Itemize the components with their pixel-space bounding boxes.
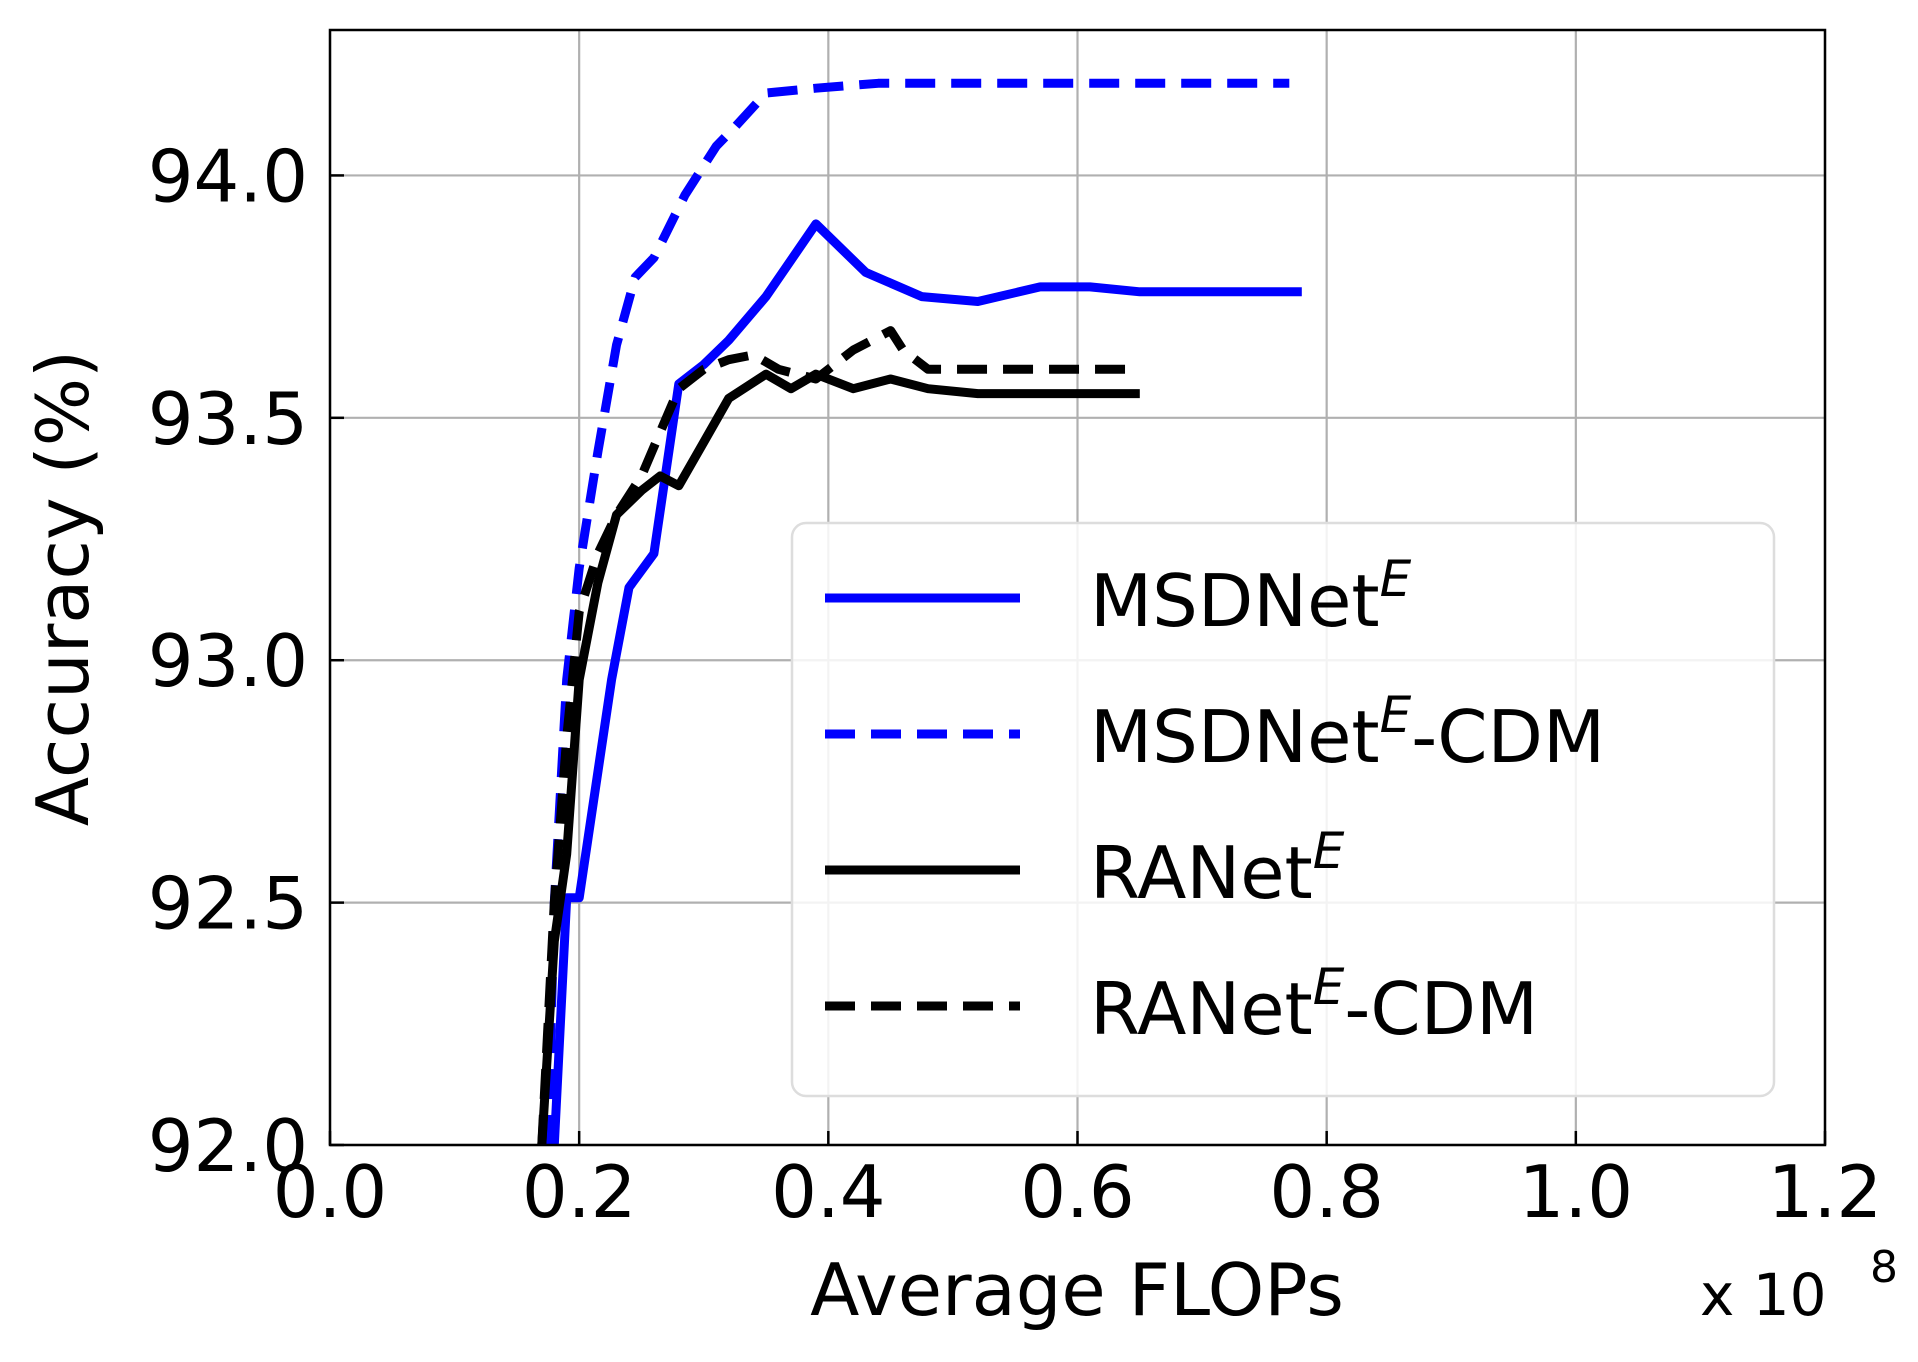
y-tick-label: 93.0 xyxy=(148,619,308,703)
x-tick-label: 0.2 xyxy=(522,1150,637,1234)
axis-ticks xyxy=(328,174,1827,1147)
series-line-0 xyxy=(549,219,1302,1145)
x-tick-label: 1.0 xyxy=(1519,1150,1634,1234)
legend-label-0: MSDNetE xyxy=(1090,550,1412,643)
legend-label-1: MSDNetE-CDM xyxy=(1090,686,1605,779)
x-multiplier-exponent: 8 xyxy=(1870,1242,1898,1293)
y-tick-label: 92.5 xyxy=(148,862,308,946)
x-tick-label: 0.0 xyxy=(273,1150,388,1234)
y-tick-label: 94.0 xyxy=(148,134,308,218)
tick-labels: 0.0 0.2 0.4 0.6 0.8 1.0 1.2 92.0 92.5 93.0 93.5 94.… xyxy=(148,134,1883,1234)
legend: MSDNetE MSDNetE-CDM RANetE RANetE-CDM xyxy=(790,521,1776,1098)
series-line-2 xyxy=(537,369,1140,1145)
x-multiplier: x 10 8 xyxy=(1700,1242,1898,1329)
x-tick-label: 1.2 xyxy=(1768,1150,1883,1234)
x-axis-label: Average FLOPs xyxy=(810,1248,1344,1332)
x-multiplier-base: x 10 xyxy=(1700,1261,1827,1329)
legend-box xyxy=(790,521,1776,1098)
series-layer xyxy=(537,78,1302,1145)
legend-label-3: RANetE-CDM xyxy=(1090,958,1538,1051)
y-axis-label: Accuracy (%) xyxy=(21,350,105,826)
legend-label-2: RANetE xyxy=(1090,822,1345,915)
x-tick-label: 0.6 xyxy=(1020,1150,1135,1234)
y-tick-label: 92.0 xyxy=(148,1104,308,1188)
x-tick-label: 0.4 xyxy=(771,1150,886,1234)
series-line-1 xyxy=(543,78,1290,1145)
y-tick-label: 93.5 xyxy=(148,377,308,461)
series-line-3 xyxy=(537,326,1128,1145)
x-tick-label: 0.8 xyxy=(1269,1150,1384,1234)
